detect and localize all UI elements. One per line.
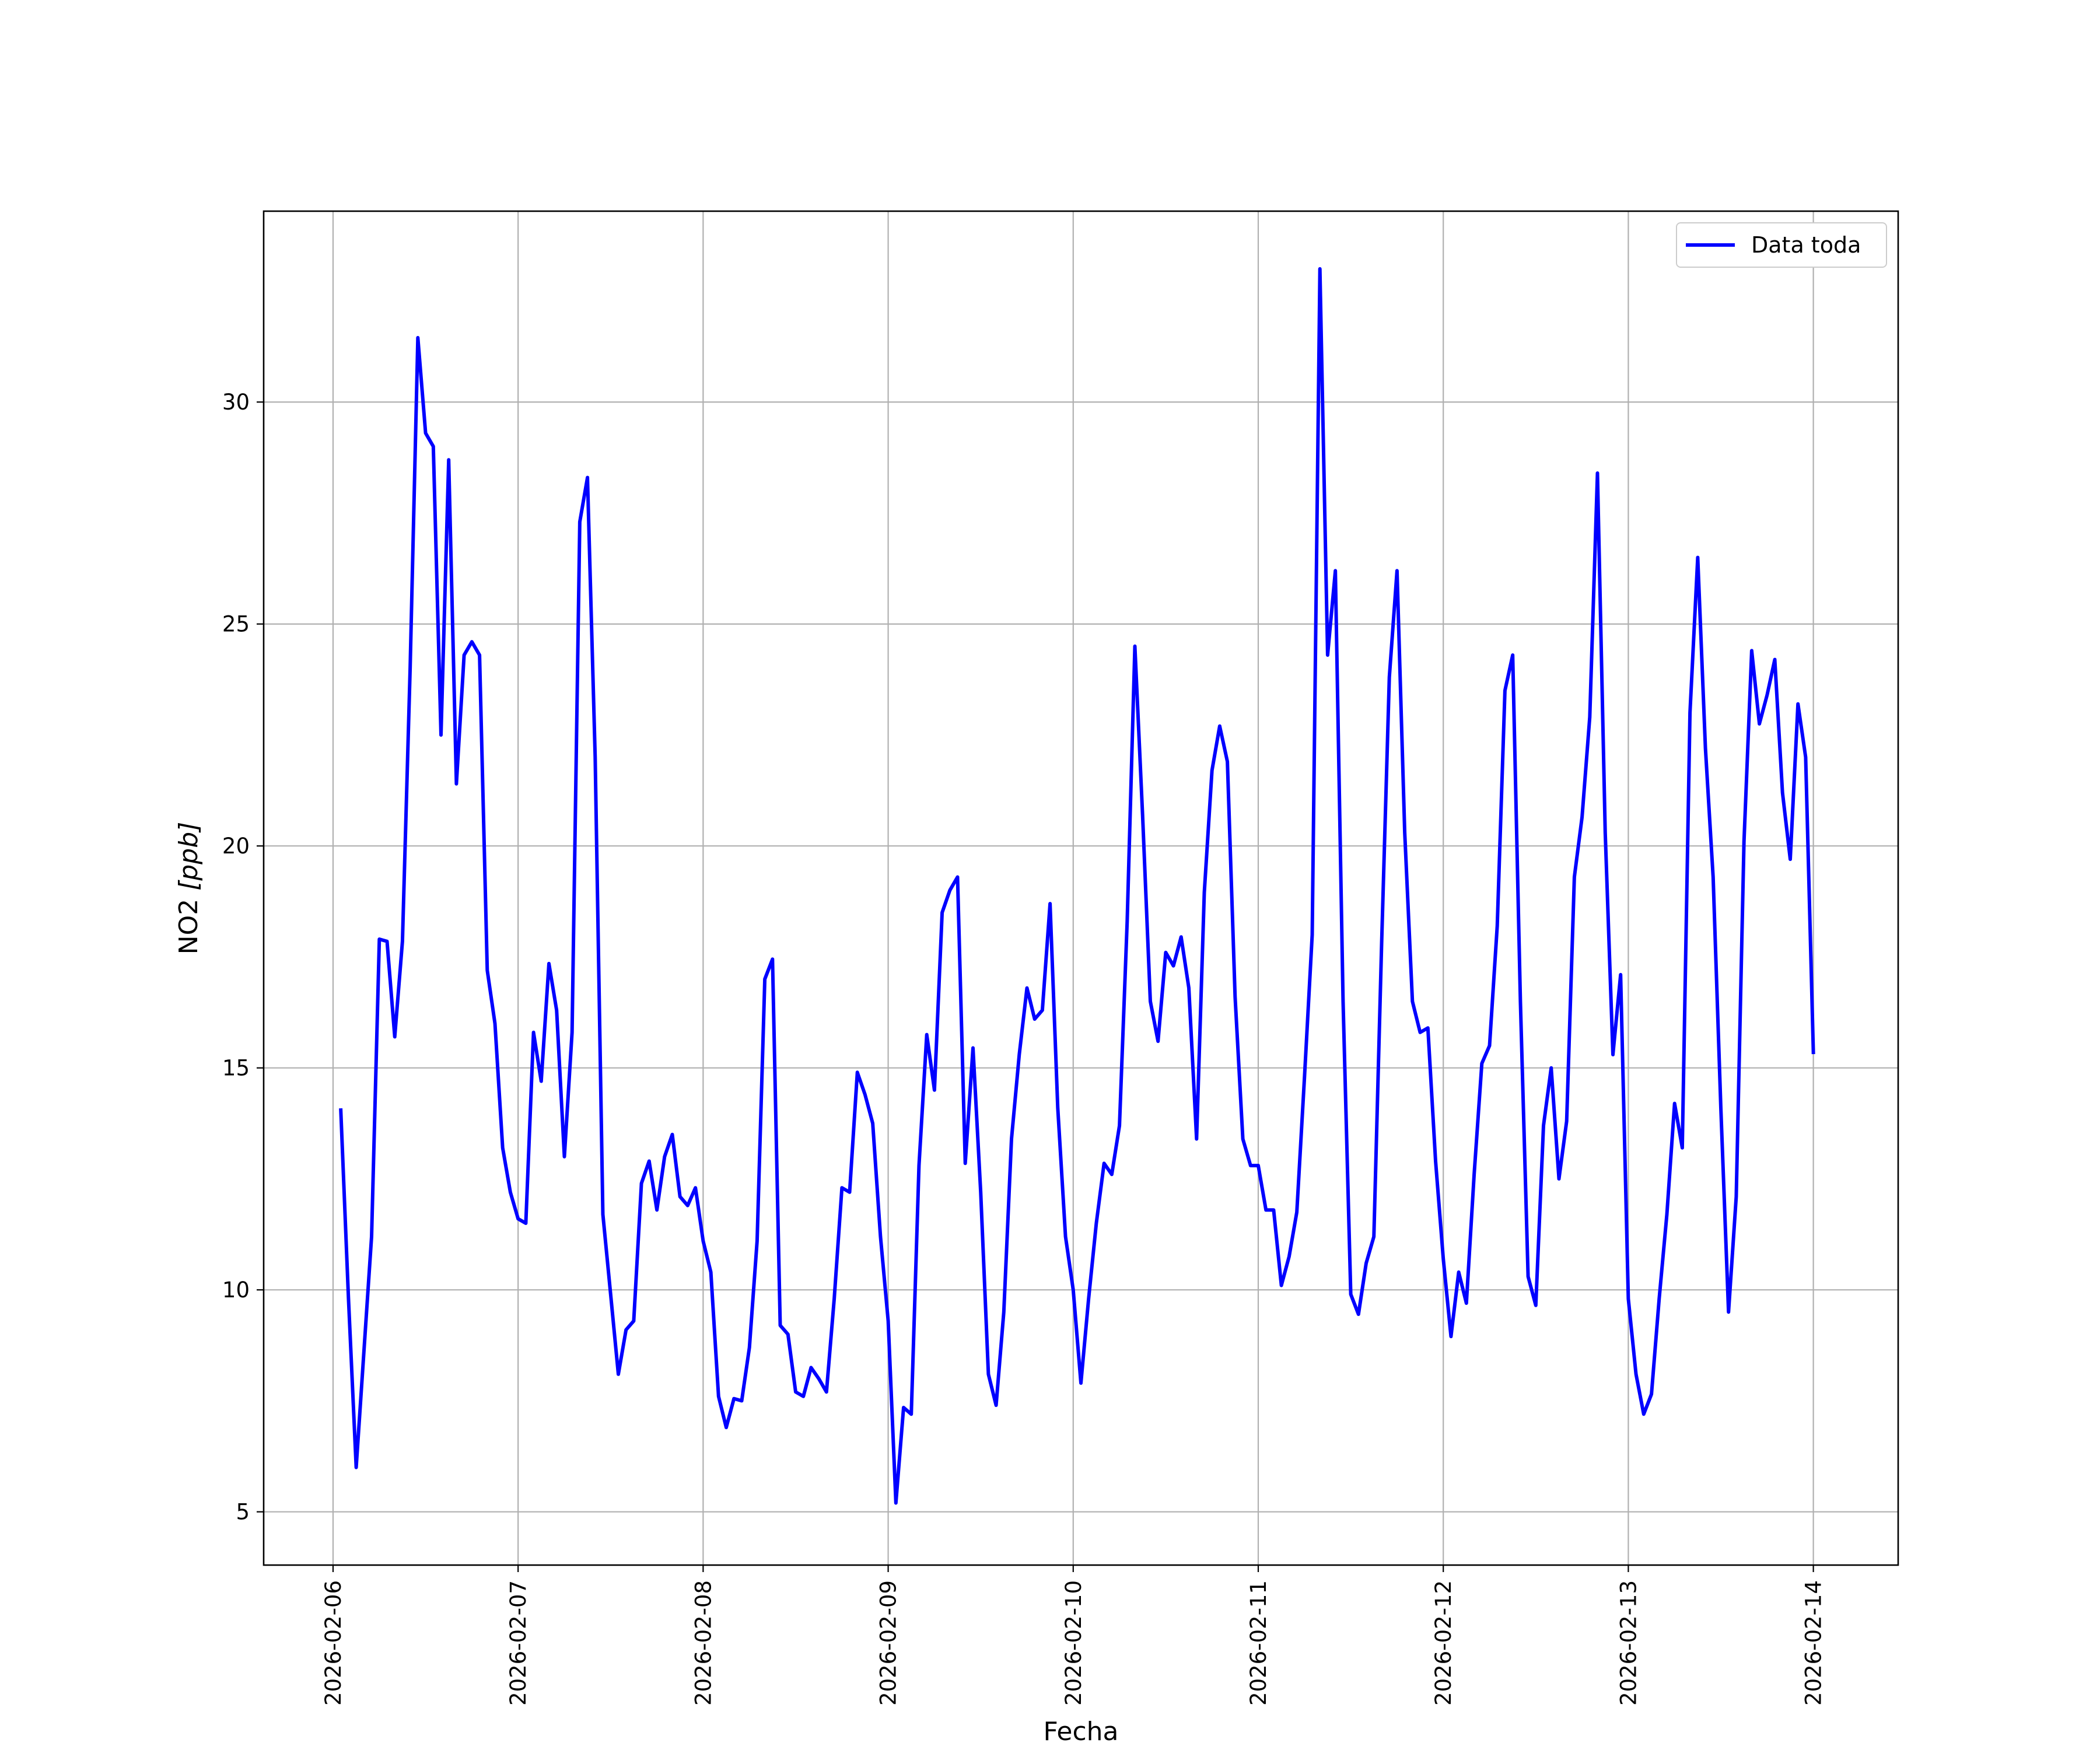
y-tick-label: 10 — [222, 1278, 250, 1303]
x-tick-label: 2026-02-09 — [876, 1580, 901, 1706]
y-tick-label: 15 — [222, 1056, 250, 1081]
x-axis-label: Fecha — [1043, 1717, 1118, 1746]
y-axis-label-text: NO2 — [174, 891, 204, 955]
y-tick-label: 25 — [222, 612, 250, 637]
x-tick-label: 2026-02-07 — [506, 1580, 531, 1706]
y-tick-label: 5 — [236, 1500, 250, 1525]
x-tick-label: 2026-02-10 — [1061, 1580, 1086, 1706]
y-tick-label: 20 — [222, 834, 250, 859]
x-tick-label: 2026-02-08 — [691, 1580, 716, 1706]
plot-area-frame — [262, 210, 1899, 1566]
legend-box — [1676, 222, 1887, 268]
x-tick-label: 2026-02-06 — [321, 1580, 346, 1706]
x-tick-label: 2026-02-14 — [1801, 1580, 1826, 1706]
y-axis-label-unit: [ppb] — [174, 822, 204, 891]
legend: Data toda — [1676, 222, 1887, 268]
series-line-data-toda — [339, 267, 1815, 1505]
grid-lines — [264, 211, 1898, 1565]
x-tick-label: 2026-02-13 — [1616, 1580, 1641, 1706]
x-tick-label: 2026-02-12 — [1431, 1580, 1456, 1706]
axis-ticks: 2026-02-06 2026-02-07 2026-02-08 2026-02-09… — [222, 390, 1826, 1706]
series-layer — [339, 267, 1815, 1505]
y-axis-label: NO2 [ppb] — [174, 822, 204, 955]
y-tick-label: 30 — [222, 390, 250, 415]
legend-label-data-toda: Data toda — [1751, 232, 1861, 258]
x-tick-label: 2026-02-11 — [1246, 1580, 1271, 1706]
